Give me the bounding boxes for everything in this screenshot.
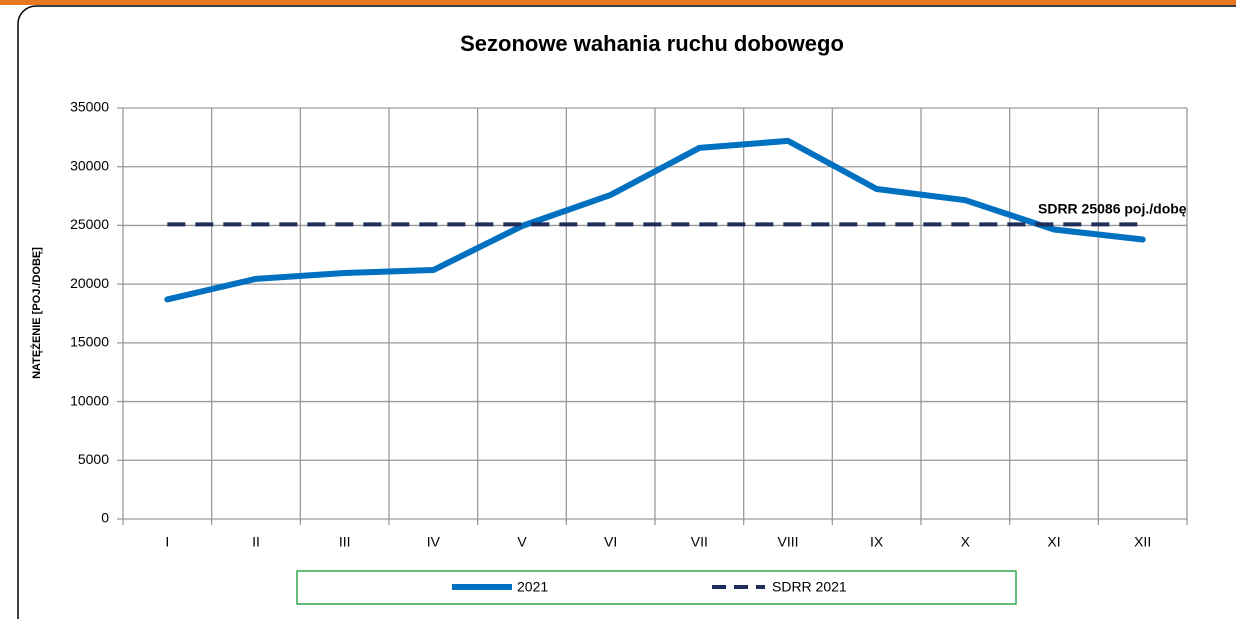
x-tick-label: X [961,534,971,550]
y-tick-label: 30000 [70,157,109,173]
x-tick-label: VI [604,534,617,550]
legend-label: SDRR 2021 [772,579,847,595]
top-strip [0,0,1236,5]
y-axis-label: NATĘŻENIE [POJ./DOBĘ] [30,247,43,379]
x-tick-label: IX [870,534,884,550]
y-tick-label: 35000 [70,99,109,115]
x-tick-label: III [339,534,351,550]
legend-box [296,570,1017,605]
y-tick-label: 25000 [70,216,109,232]
x-tick-label: XI [1047,534,1060,550]
legend-label: 2021 [517,579,548,595]
x-tick-label: V [517,534,527,550]
chart-frame [17,5,1236,619]
annotation: SDRR 25086 poj./dobę [1038,201,1187,217]
chart-title: Sezonowe wahania ruchu dobowego [460,31,844,56]
y-tick-label: 5000 [78,451,109,467]
x-tick-label: XII [1134,534,1151,550]
y-tick-label: 15000 [70,334,109,350]
series-line [164,137,1146,303]
y-tick-label: 10000 [70,392,109,408]
y-tick-label: 20000 [70,275,109,291]
x-tick-label: IV [427,534,441,550]
y-tick-label: 0 [101,510,109,526]
x-tick-label: VIII [777,534,798,550]
x-tick-label: I [165,534,169,550]
x-tick-label: II [252,534,260,550]
x-tick-label: VII [691,534,708,550]
